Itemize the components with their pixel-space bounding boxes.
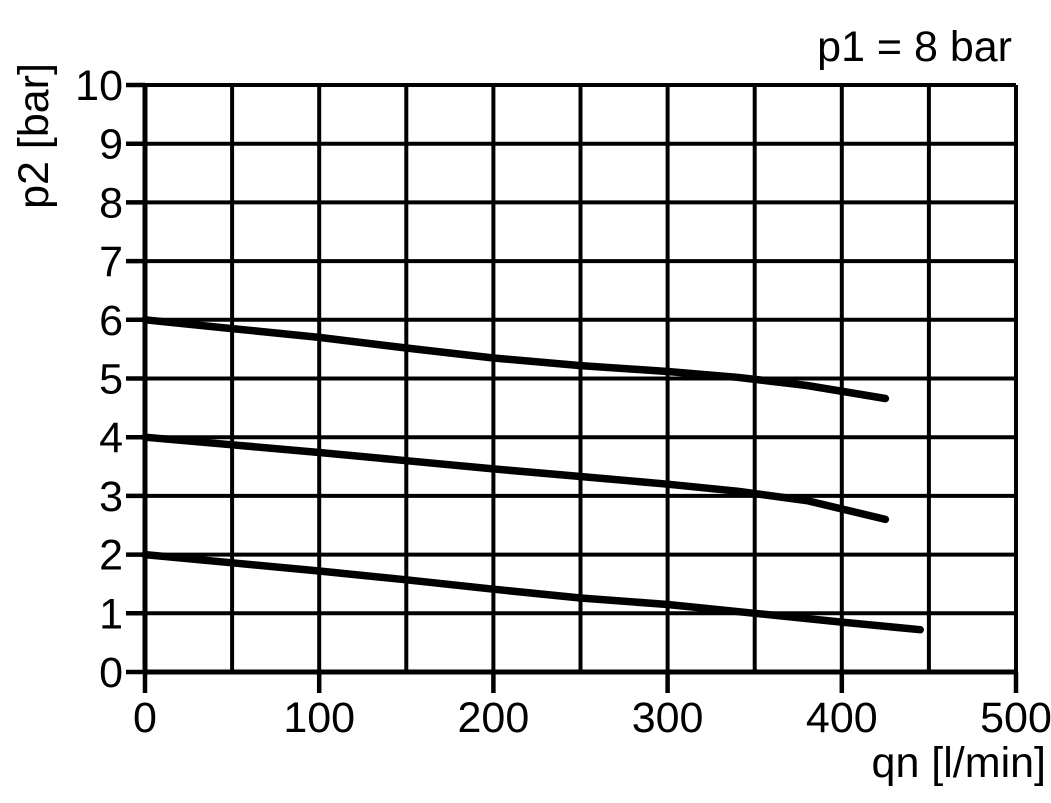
y-tick-label: 0 [99, 649, 123, 697]
ticks-layer [126, 82, 1019, 693]
x-tick-label: 200 [458, 694, 530, 742]
x-axis-label: qn [l/min] [872, 739, 1046, 787]
y-tick-label: 5 [99, 356, 123, 404]
x-tick-label: 300 [632, 694, 704, 742]
y-tick-label: 4 [99, 414, 123, 462]
x-tick-label: 0 [133, 694, 157, 742]
x-tick-label: 500 [980, 694, 1051, 742]
curve-series-1 [141, 433, 890, 524]
curve-series-2 [141, 550, 924, 634]
x-tick-label: 100 [283, 694, 355, 742]
y-tick-label: 2 [99, 532, 123, 580]
curve-series-0 [141, 316, 890, 403]
chart-title: p1 = 8 bar [817, 23, 1012, 71]
x-tick-label: 400 [806, 694, 878, 742]
grid-layer [143, 83, 1018, 674]
y-tick-label: 9 [99, 121, 123, 169]
tick-labels-layer: 0 100 200 300 400 500 0 1 2 3 4 5 6 7 8 9 10 [75, 62, 1051, 742]
y-tick-label: 3 [99, 473, 123, 521]
y-tick-label: 8 [99, 179, 123, 227]
y-tick-label: 10 [75, 62, 123, 110]
y-axis-label: p2 [bar] [10, 63, 58, 209]
series-layer [141, 316, 924, 634]
y-tick-label: 6 [99, 297, 123, 345]
y-tick-label: 1 [99, 590, 123, 638]
y-tick-label: 7 [99, 238, 123, 286]
